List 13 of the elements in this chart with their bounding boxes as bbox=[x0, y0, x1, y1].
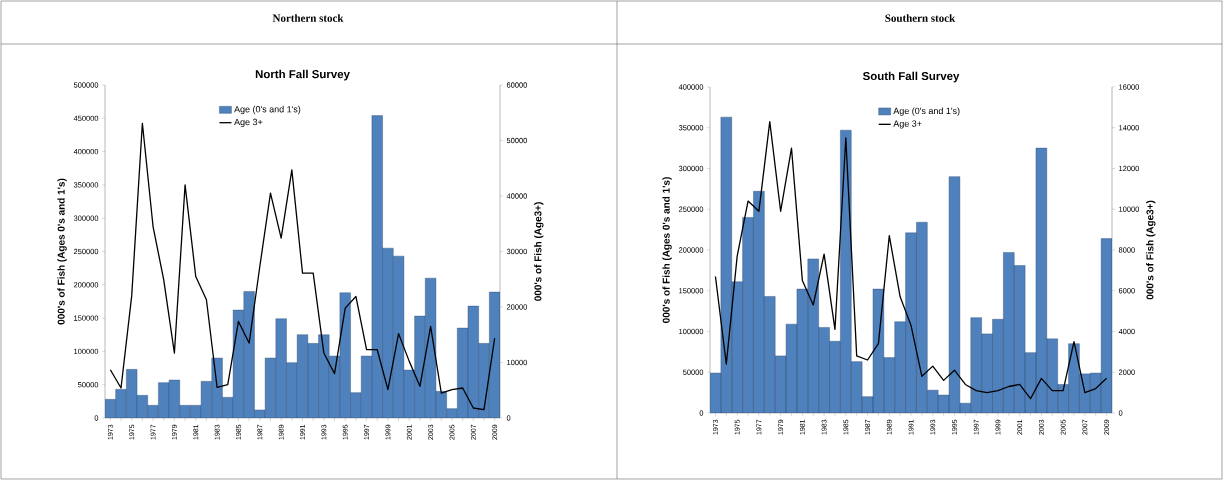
y2-axis-title: 000's of Fish (Age3+) bbox=[534, 202, 544, 301]
chart-subtitle: Southern stock bbox=[885, 14, 956, 22]
y-axis-title: 000's of Fish (Ages 0's and 1's) bbox=[662, 177, 672, 323]
legend-label: Age 3+ bbox=[893, 120, 922, 129]
legend-label: Age (0's and 1's) bbox=[234, 105, 301, 115]
chart-subtitle: Northern stock bbox=[272, 14, 344, 22]
y2-axis-title: 000's of Fish (Age3+) bbox=[1146, 200, 1156, 300]
chart-title: South Fall Survey bbox=[862, 71, 960, 83]
y-axis-title: 000's of Fish (Ages 0's and 1's) bbox=[57, 178, 67, 325]
legend-label: Age (0's and 1's) bbox=[893, 107, 960, 116]
line-series bbox=[714, 120, 1108, 400]
legend-label: Age 3+ bbox=[234, 118, 263, 127]
chart-title: North Fall Survey bbox=[255, 69, 350, 81]
